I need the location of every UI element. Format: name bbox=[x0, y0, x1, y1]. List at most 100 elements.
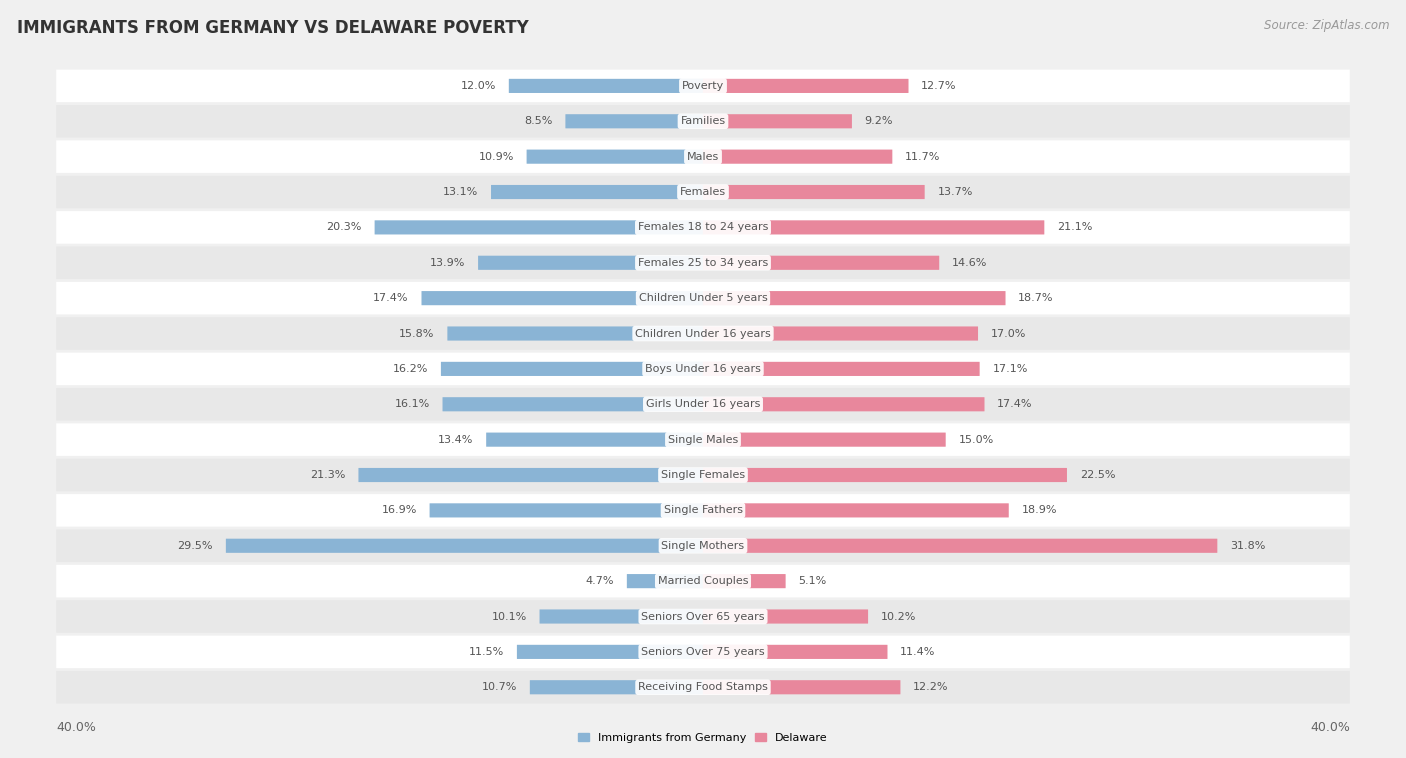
FancyBboxPatch shape bbox=[627, 574, 703, 588]
Text: 13.7%: 13.7% bbox=[938, 187, 973, 197]
Text: Males: Males bbox=[688, 152, 718, 161]
FancyBboxPatch shape bbox=[527, 149, 703, 164]
Text: 16.1%: 16.1% bbox=[395, 399, 430, 409]
FancyBboxPatch shape bbox=[56, 600, 1350, 633]
FancyBboxPatch shape bbox=[703, 362, 980, 376]
FancyBboxPatch shape bbox=[56, 424, 1350, 456]
Text: Receiving Food Stamps: Receiving Food Stamps bbox=[638, 682, 768, 692]
Text: 17.4%: 17.4% bbox=[373, 293, 409, 303]
FancyBboxPatch shape bbox=[703, 79, 908, 93]
Text: 18.9%: 18.9% bbox=[1022, 506, 1057, 515]
Text: 18.7%: 18.7% bbox=[1018, 293, 1053, 303]
Legend: Immigrants from Germany, Delaware: Immigrants from Germany, Delaware bbox=[574, 728, 832, 747]
Text: Single Females: Single Females bbox=[661, 470, 745, 480]
FancyBboxPatch shape bbox=[703, 114, 852, 128]
FancyBboxPatch shape bbox=[359, 468, 703, 482]
FancyBboxPatch shape bbox=[56, 140, 1350, 173]
FancyBboxPatch shape bbox=[703, 645, 887, 659]
Text: Children Under 5 years: Children Under 5 years bbox=[638, 293, 768, 303]
FancyBboxPatch shape bbox=[703, 397, 984, 412]
FancyBboxPatch shape bbox=[530, 680, 703, 694]
FancyBboxPatch shape bbox=[56, 565, 1350, 597]
FancyBboxPatch shape bbox=[56, 388, 1350, 421]
FancyBboxPatch shape bbox=[486, 433, 703, 446]
Text: Seniors Over 75 years: Seniors Over 75 years bbox=[641, 647, 765, 657]
Text: Families: Families bbox=[681, 116, 725, 127]
Text: 8.5%: 8.5% bbox=[524, 116, 553, 127]
Text: 15.8%: 15.8% bbox=[399, 328, 434, 339]
FancyBboxPatch shape bbox=[703, 468, 1067, 482]
Text: 31.8%: 31.8% bbox=[1230, 540, 1265, 551]
Text: Single Mothers: Single Mothers bbox=[661, 540, 745, 551]
Text: 10.1%: 10.1% bbox=[492, 612, 527, 622]
FancyBboxPatch shape bbox=[509, 79, 703, 93]
FancyBboxPatch shape bbox=[56, 530, 1350, 562]
Text: 22.5%: 22.5% bbox=[1080, 470, 1115, 480]
Text: Boys Under 16 years: Boys Under 16 years bbox=[645, 364, 761, 374]
FancyBboxPatch shape bbox=[565, 114, 703, 128]
FancyBboxPatch shape bbox=[703, 609, 868, 624]
FancyBboxPatch shape bbox=[56, 459, 1350, 491]
Text: Girls Under 16 years: Girls Under 16 years bbox=[645, 399, 761, 409]
Text: 12.7%: 12.7% bbox=[921, 81, 956, 91]
FancyBboxPatch shape bbox=[56, 318, 1350, 349]
FancyBboxPatch shape bbox=[56, 70, 1350, 102]
FancyBboxPatch shape bbox=[703, 574, 786, 588]
Text: 14.6%: 14.6% bbox=[952, 258, 987, 268]
Text: 17.0%: 17.0% bbox=[991, 328, 1026, 339]
FancyBboxPatch shape bbox=[56, 105, 1350, 137]
FancyBboxPatch shape bbox=[56, 282, 1350, 315]
Text: 12.2%: 12.2% bbox=[914, 682, 949, 692]
Text: Single Fathers: Single Fathers bbox=[664, 506, 742, 515]
FancyBboxPatch shape bbox=[443, 397, 703, 412]
Text: 11.4%: 11.4% bbox=[900, 647, 935, 657]
Text: 21.1%: 21.1% bbox=[1057, 222, 1092, 233]
FancyBboxPatch shape bbox=[447, 327, 703, 340]
FancyBboxPatch shape bbox=[703, 327, 979, 340]
FancyBboxPatch shape bbox=[703, 433, 946, 446]
FancyBboxPatch shape bbox=[703, 255, 939, 270]
FancyBboxPatch shape bbox=[226, 539, 703, 553]
Text: 21.3%: 21.3% bbox=[311, 470, 346, 480]
Text: Females 18 to 24 years: Females 18 to 24 years bbox=[638, 222, 768, 233]
FancyBboxPatch shape bbox=[540, 609, 703, 624]
Text: 13.4%: 13.4% bbox=[439, 434, 474, 445]
FancyBboxPatch shape bbox=[56, 494, 1350, 527]
Text: 10.9%: 10.9% bbox=[478, 152, 513, 161]
Text: IMMIGRANTS FROM GERMANY VS DELAWARE POVERTY: IMMIGRANTS FROM GERMANY VS DELAWARE POVE… bbox=[17, 19, 529, 37]
Text: 40.0%: 40.0% bbox=[1310, 721, 1350, 734]
FancyBboxPatch shape bbox=[430, 503, 703, 518]
Text: 12.0%: 12.0% bbox=[461, 81, 496, 91]
FancyBboxPatch shape bbox=[703, 185, 925, 199]
Text: Single Males: Single Males bbox=[668, 434, 738, 445]
FancyBboxPatch shape bbox=[703, 539, 1218, 553]
FancyBboxPatch shape bbox=[703, 221, 1045, 234]
FancyBboxPatch shape bbox=[56, 671, 1350, 703]
Text: 15.0%: 15.0% bbox=[959, 434, 994, 445]
FancyBboxPatch shape bbox=[374, 221, 703, 234]
Text: Married Couples: Married Couples bbox=[658, 576, 748, 586]
Text: Seniors Over 65 years: Seniors Over 65 years bbox=[641, 612, 765, 622]
Text: 9.2%: 9.2% bbox=[865, 116, 893, 127]
Text: Poverty: Poverty bbox=[682, 81, 724, 91]
FancyBboxPatch shape bbox=[491, 185, 703, 199]
FancyBboxPatch shape bbox=[422, 291, 703, 305]
Text: 13.9%: 13.9% bbox=[430, 258, 465, 268]
Text: 40.0%: 40.0% bbox=[56, 721, 96, 734]
FancyBboxPatch shape bbox=[478, 255, 703, 270]
Text: 17.4%: 17.4% bbox=[997, 399, 1033, 409]
Text: 17.1%: 17.1% bbox=[993, 364, 1028, 374]
FancyBboxPatch shape bbox=[703, 149, 893, 164]
FancyBboxPatch shape bbox=[56, 176, 1350, 208]
FancyBboxPatch shape bbox=[56, 211, 1350, 243]
Text: Females 25 to 34 years: Females 25 to 34 years bbox=[638, 258, 768, 268]
FancyBboxPatch shape bbox=[441, 362, 703, 376]
Text: 13.1%: 13.1% bbox=[443, 187, 478, 197]
Text: 4.7%: 4.7% bbox=[585, 576, 614, 586]
FancyBboxPatch shape bbox=[703, 291, 1005, 305]
Text: 11.7%: 11.7% bbox=[905, 152, 941, 161]
FancyBboxPatch shape bbox=[703, 503, 1008, 518]
FancyBboxPatch shape bbox=[56, 636, 1350, 668]
Text: 10.7%: 10.7% bbox=[482, 682, 517, 692]
FancyBboxPatch shape bbox=[517, 645, 703, 659]
